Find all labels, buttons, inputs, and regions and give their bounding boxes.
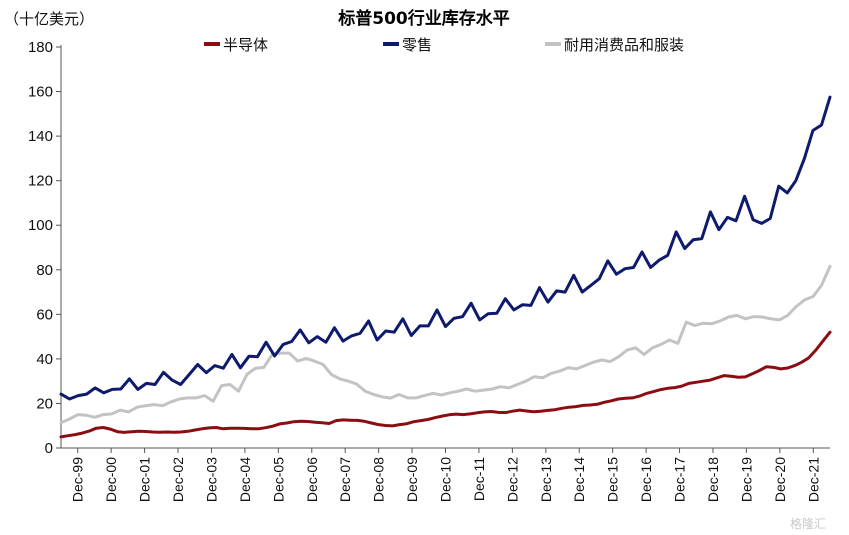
x-tick-label: Dec-06 xyxy=(304,457,320,502)
x-axis: Dec-99 Dec-00 Dec-01 Dec-02 Dec-03 Dec-04 Dec-… xyxy=(61,447,830,502)
y-tick-label: 60 xyxy=(36,306,53,323)
x-tick-label: Dec-16 xyxy=(638,457,654,502)
x-tick-label: Dec-12 xyxy=(504,457,520,502)
x-tick-label: Dec-17 xyxy=(672,457,688,502)
x-tick-label: Dec-14 xyxy=(571,457,587,502)
series-line-durables xyxy=(59,264,832,425)
x-tick-label: Dec-18 xyxy=(705,457,721,502)
series-layer xyxy=(59,95,832,439)
y-axis: 0 20 40 60 80 100 120 140 160 180 xyxy=(28,39,62,457)
y-tick-label: 120 xyxy=(28,173,53,190)
x-tick-label: Dec-20 xyxy=(772,457,788,502)
legend-label-retail: 零售 xyxy=(402,36,432,54)
x-tick-label: Dec-21 xyxy=(805,457,821,502)
x-tick-label: Dec-15 xyxy=(605,457,621,502)
y-tick-label: 40 xyxy=(36,351,53,368)
x-tick-label: Dec-99 xyxy=(70,457,86,502)
series-line-retail xyxy=(59,95,832,401)
y-tick-label: 180 xyxy=(28,39,53,56)
y-tick-label: 20 xyxy=(36,395,53,412)
x-tick-label: Dec-08 xyxy=(371,457,387,502)
legend-label-durables: 耐用消费品和服装 xyxy=(564,36,684,54)
y-tick-label: 160 xyxy=(28,84,53,101)
unit-label: （十亿美元） xyxy=(4,10,94,28)
x-tick-label: Dec-13 xyxy=(538,457,554,502)
x-tick-label: Dec-19 xyxy=(738,457,754,502)
y-tick-label: 0 xyxy=(45,440,53,457)
x-tick-label: Dec-01 xyxy=(137,457,153,502)
x-tick-label: Dec-04 xyxy=(237,457,253,502)
x-tick-label: Dec-11 xyxy=(471,457,487,501)
y-tick-label: 140 xyxy=(28,128,53,145)
x-tick-label: Dec-02 xyxy=(170,457,186,502)
chart-title: 标普500行业库存水平 xyxy=(338,8,510,29)
legend: 半导体 零售 耐用消费品和服装 xyxy=(204,36,684,54)
x-tick-label: Dec-03 xyxy=(203,457,219,502)
watermark: 格隆汇 xyxy=(790,516,826,531)
x-tick-label: Dec-10 xyxy=(438,457,454,502)
y-tick-label: 100 xyxy=(28,217,53,234)
x-tick-label: Dec-09 xyxy=(404,457,420,502)
series-line-semiconductor xyxy=(59,330,832,439)
x-tick-label: Dec-05 xyxy=(270,457,286,502)
y-tick-label: 80 xyxy=(36,262,53,279)
x-tick-label: Dec-00 xyxy=(103,457,119,502)
x-tick-label: Dec-07 xyxy=(337,457,353,502)
legend-label-semiconductor: 半导体 xyxy=(223,36,268,54)
